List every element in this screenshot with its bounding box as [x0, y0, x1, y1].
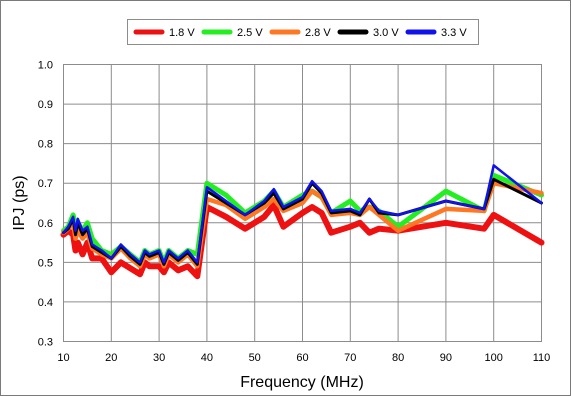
x-tick-label: 10	[57, 352, 69, 364]
series-lines	[60, 164, 545, 280]
tick-labels: 10 20 30 40 50 60 70 80 90 100 110 0.3 0.4 0.5 0.6 0.7 0…	[38, 60, 551, 365]
legend-label: 1.8 V	[169, 27, 195, 39]
x-tick-label: 60	[296, 352, 308, 364]
y-axis-title: IPJ (ps)	[11, 175, 28, 230]
y-tick-label: 0.6	[38, 218, 53, 230]
legend-label: 2.8 V	[305, 27, 331, 39]
series-line-1-8-v	[60, 202, 545, 280]
y-tick-label: 0.4	[38, 297, 53, 309]
y-tick-label: 0.5	[38, 257, 53, 269]
legend: 1.8 V 2.5 V 2.8 V 3.0 V 3.3 V	[127, 19, 479, 45]
x-tick-label: 100	[485, 352, 503, 364]
y-tick-label: 0.7	[38, 178, 53, 190]
x-tick-label: 80	[392, 352, 404, 364]
y-tick-label: 1.0	[38, 60, 53, 72]
x-tick-label: 30	[153, 352, 165, 364]
legend-label: 2.5 V	[237, 27, 263, 39]
x-tick-label: 110	[533, 352, 551, 364]
legend-label: 3.3 V	[441, 27, 467, 39]
x-tick-label: 70	[344, 352, 356, 364]
x-tick-label: 50	[249, 352, 261, 364]
y-tick-label: 0.8	[38, 139, 53, 151]
legend-label: 3.0 V	[373, 27, 399, 39]
series-line-3-3-v	[62, 164, 543, 264]
x-tick-label: 20	[105, 352, 117, 364]
x-tick-label: 40	[201, 352, 213, 364]
y-tick-label: 0.3	[38, 337, 53, 349]
x-tick-label: 90	[440, 352, 452, 364]
x-axis-title: Frequency (MHz)	[240, 374, 364, 391]
y-tick-label: 0.9	[38, 99, 53, 111]
